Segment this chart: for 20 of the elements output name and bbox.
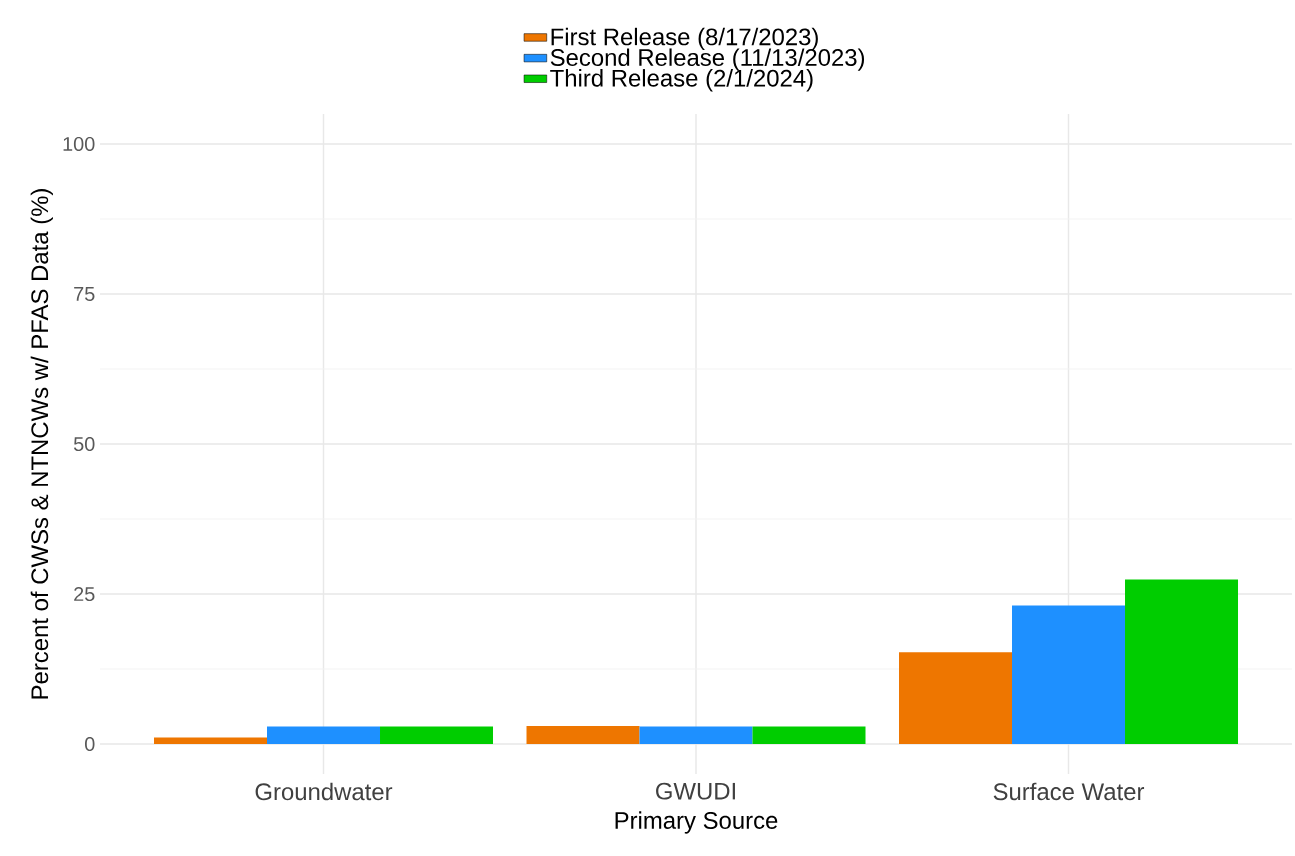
bar: [1012, 605, 1126, 744]
bar: [267, 726, 381, 744]
legend-label: Third Release (2/1/2024): [550, 69, 813, 92]
y-tick-label: 0: [85, 736, 95, 752]
bar: [380, 726, 494, 744]
y-tick-label: 50: [73, 436, 95, 452]
x-tick-label: Surface Water: [993, 782, 1145, 801]
y-tick-label: 25: [74, 586, 95, 602]
x-axis-title: Primary Source: [615, 811, 778, 834]
x-tick-label: GWUDI: [656, 782, 735, 800]
bar: [526, 726, 640, 744]
bar: [899, 652, 1013, 744]
y-tick-label: 75: [74, 287, 95, 301]
y-tick-label: 100: [63, 136, 95, 152]
bar: [752, 726, 866, 744]
bar: [1125, 579, 1239, 744]
y-axis-title: Percent of CWSs & NTNCWs w/ PFAS Data (%): [30, 189, 53, 699]
x-tick-label: Groundwater: [255, 782, 393, 801]
bar: [154, 737, 267, 744]
bar: [639, 726, 753, 744]
